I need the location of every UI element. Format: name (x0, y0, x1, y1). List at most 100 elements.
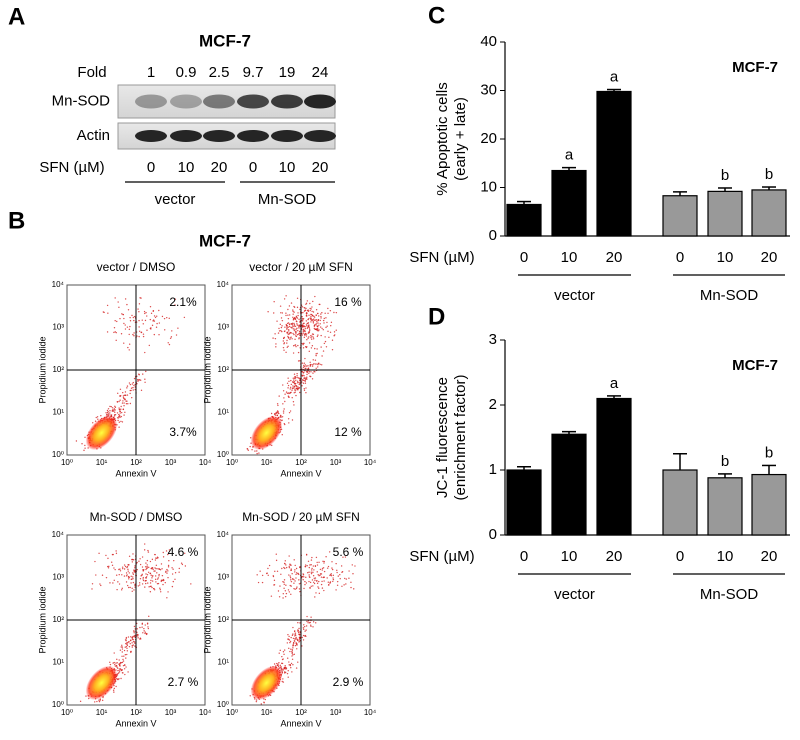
event-dot (128, 645, 131, 648)
event-dot (285, 564, 287, 566)
event-dot (107, 557, 109, 560)
x-tick-label: 0 (520, 249, 528, 266)
event-dot (314, 596, 316, 598)
event-dot (286, 642, 289, 644)
event-dot (145, 567, 148, 569)
event-dot (316, 321, 318, 323)
event-dot (295, 667, 298, 669)
event-dot (286, 392, 289, 395)
event-dot (348, 577, 350, 579)
event-dot (291, 322, 294, 325)
event-dot (303, 325, 305, 327)
event-dot (335, 562, 337, 565)
event-dot (292, 313, 294, 315)
event-dot (282, 581, 284, 583)
event-dot (335, 311, 338, 314)
event-dot (160, 563, 163, 565)
event-dot (312, 322, 315, 324)
event-dot (144, 351, 146, 354)
event-dot (323, 322, 325, 324)
event-dot (131, 314, 133, 317)
event-dot (144, 586, 146, 588)
event-dot (151, 567, 153, 569)
event-dot (125, 572, 128, 574)
event-dot (154, 553, 156, 556)
event-dot (142, 632, 144, 634)
event-dot (350, 581, 352, 583)
event-dot (309, 576, 311, 578)
event-dot (129, 402, 132, 405)
event-dot (308, 574, 310, 576)
event-dot (295, 573, 297, 576)
event-dot (327, 584, 330, 586)
event-dot (304, 380, 306, 383)
event-dot (318, 329, 320, 331)
event-dot (310, 625, 312, 628)
event-dot (152, 568, 154, 570)
event-dot (116, 658, 118, 661)
event-dot (279, 585, 281, 587)
event-dot (302, 366, 305, 368)
event-dot (153, 570, 155, 572)
event-dot (277, 332, 280, 334)
event-dot (292, 381, 294, 383)
event-dot (341, 585, 343, 588)
event-dot (121, 655, 123, 657)
legend-label: Mn-SOD (700, 586, 759, 603)
event-dot (147, 551, 150, 553)
event-dot (123, 405, 125, 407)
event-dot (340, 565, 343, 567)
event-dot (129, 320, 132, 322)
x-tick-label: 10⁴ (364, 708, 377, 717)
event-dot (124, 565, 127, 568)
event-dot (257, 581, 260, 584)
event-dot (133, 377, 136, 380)
lower-right-percent: 12 % (334, 425, 362, 439)
event-dot (289, 391, 292, 394)
event-dot (296, 372, 298, 375)
event-dot (304, 357, 306, 360)
event-dot (151, 580, 154, 582)
y-tick-label: 40 (480, 33, 497, 50)
event-dot (249, 695, 251, 697)
event-dot (332, 577, 334, 579)
event-dot (276, 414, 278, 416)
event-dot (267, 574, 269, 576)
event-dot (142, 333, 145, 335)
event-dot (136, 631, 138, 634)
event-dot (149, 582, 152, 584)
event-dot (115, 550, 117, 552)
event-dot (296, 297, 299, 300)
event-dot (142, 323, 144, 325)
event-dot (266, 572, 268, 574)
event-dot (287, 335, 289, 338)
event-dot (302, 374, 304, 376)
event-dot (155, 568, 157, 570)
event-dot (293, 311, 295, 313)
event-dot (152, 320, 154, 322)
bar (506, 469, 542, 536)
event-dot (317, 312, 319, 315)
event-dot (309, 361, 311, 363)
x-tick-label: 10 (561, 548, 578, 565)
event-dot (121, 421, 124, 423)
event-dot (294, 338, 296, 341)
event-dot (287, 384, 290, 387)
blot-band (170, 94, 202, 109)
event-dot (106, 331, 109, 333)
event-dot (102, 311, 105, 313)
event-dot (291, 338, 293, 340)
event-dot (118, 414, 121, 417)
event-dot (298, 326, 300, 328)
event-dot (307, 560, 310, 562)
event-dot (128, 382, 131, 384)
y-tick-label: 10¹ (52, 408, 64, 417)
event-dot (308, 325, 310, 327)
event-dot (309, 330, 311, 332)
y-axis-label: Propidium iodide (37, 336, 47, 403)
event-dot (307, 365, 309, 367)
dot-cloud (246, 295, 338, 455)
event-dot (158, 575, 160, 577)
event-dot (163, 317, 166, 320)
event-dot (281, 680, 283, 683)
